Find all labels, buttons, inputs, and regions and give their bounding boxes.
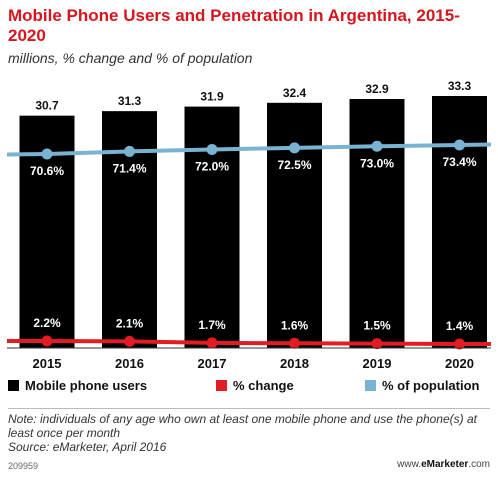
population-line	[6, 142, 492, 157]
bar-value-label-2015: 30.7	[35, 99, 59, 113]
chart-title: Mobile Phone Users and Penetration in Ar…	[8, 6, 460, 45]
legend-label-pct-population: % of population	[382, 378, 480, 393]
population-label-2016: 71.4%	[112, 161, 146, 175]
legend-item-pct-change: % change	[216, 378, 294, 393]
bar-2019	[349, 99, 405, 348]
change-point-2015	[41, 335, 53, 347]
bar-value-label-2018: 32.4	[283, 86, 307, 100]
bar-value-label-2019: 32.9	[365, 82, 389, 96]
legend-swatch-pct-change	[216, 380, 227, 391]
chart-id: 209959	[8, 461, 39, 471]
site-credit: www.eMarketer.com	[397, 459, 490, 470]
x-tick-label-2015: 2015	[33, 356, 62, 371]
change-label-2020: 1.4%	[446, 319, 474, 333]
legend-swatch-mobile-phone-users	[8, 380, 19, 391]
bar-2017	[184, 106, 240, 348]
site-brand: eMarketer	[421, 459, 469, 470]
change-point-2016	[124, 335, 135, 347]
bar-value-label-2016: 31.3	[118, 94, 142, 108]
chart-subtitle: millions, % change and % of population	[8, 50, 253, 66]
note-divider	[8, 408, 490, 409]
change-label-2019: 1.5%	[363, 319, 391, 333]
change-label-2016: 2.1%	[116, 316, 144, 330]
legend-label-pct-change: % change	[233, 378, 294, 393]
population-point-2020	[454, 139, 465, 151]
site-suffix: .com	[468, 459, 490, 470]
chart-plot: 30.7 31.3 31.9 32.4 32.9 33.3 70.6% 71.4% 72.0% 7…	[6, 79, 492, 371]
legend-item-mobile-phone-users: Mobile phone users	[8, 378, 147, 393]
source-text: Source: eMarketer, April 2016	[8, 440, 167, 454]
change-label-2018: 1.6%	[281, 318, 309, 332]
change-label-2015: 2.2%	[33, 316, 61, 330]
x-tick-label-2020: 2020	[445, 356, 474, 371]
population-label-2018: 72.5%	[277, 158, 311, 172]
population-label-2015: 70.6%	[30, 164, 64, 178]
legend-swatch-pct-population	[365, 380, 376, 391]
change-label-2017: 1.7%	[198, 318, 226, 332]
site-prefix: www.	[397, 459, 422, 470]
legend-label-mobile-phone-users: Mobile phone users	[25, 378, 148, 393]
bar-2018	[267, 102, 322, 348]
note-text: Note: individuals of any age who own at …	[8, 412, 477, 440]
change-point-2017	[206, 337, 218, 349]
change-point-2020	[454, 338, 465, 350]
population-label-2017: 72.0%	[195, 160, 229, 174]
x-tick-label-2018: 2018	[280, 356, 309, 371]
legend: Mobile phone users % change % of populat…	[8, 378, 493, 398]
population-point-2016	[124, 145, 135, 157]
population-point-2017	[206, 144, 218, 155]
population-point-2019	[371, 140, 383, 152]
change-point-2019	[371, 338, 383, 350]
bar-2020	[432, 96, 487, 348]
population-point-2015	[41, 148, 53, 160]
x-tick-label-2019: 2019	[363, 356, 392, 371]
population-point-2018	[289, 142, 300, 154]
x-tick-label-2017: 2017	[198, 356, 227, 371]
change-point-2018	[289, 337, 300, 349]
population-label-2019: 73.0%	[360, 156, 394, 170]
change-line	[7, 339, 491, 346]
bar-value-label-2017: 31.9	[200, 90, 224, 104]
chart-note: Note: individuals of any age who own at …	[8, 412, 490, 454]
legend-item-pct-population: % of population	[365, 378, 479, 393]
bar-value-label-2020: 33.3	[448, 79, 472, 93]
population-label-2020: 73.4%	[442, 155, 476, 169]
x-tick-label-2016: 2016	[115, 356, 144, 371]
